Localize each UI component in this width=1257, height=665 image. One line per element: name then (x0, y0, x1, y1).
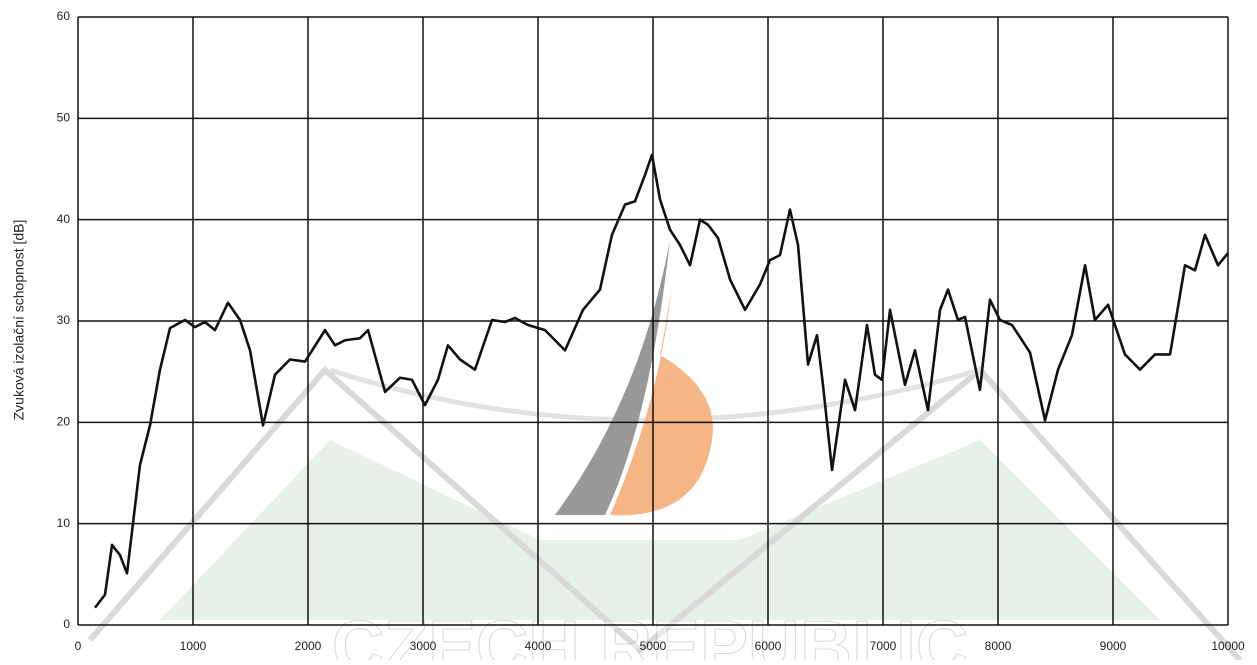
data-line (93, 153, 1230, 609)
x-tick-label: 10000 (1211, 639, 1245, 653)
y-tick-label: 40 (57, 212, 71, 226)
x-tick-label: 4000 (525, 639, 552, 653)
x-tick-label: 5000 (640, 639, 667, 653)
x-tick-label: 7000 (870, 639, 897, 653)
x-tick-label: 2000 (295, 639, 322, 653)
x-tick-label: 3000 (410, 639, 437, 653)
y-tick-label: 0 (63, 617, 70, 631)
y-tick-label: 50 (57, 111, 71, 125)
y-tick-label: 60 (57, 9, 71, 23)
x-tick-label: 6000 (755, 639, 782, 653)
watermark (87, 240, 1243, 663)
x-tick-label: 9000 (1100, 639, 1127, 653)
y-tick-label: 20 (57, 415, 71, 429)
y-tick-label: 30 (57, 313, 71, 327)
x-tick-label: 1000 (180, 639, 207, 653)
watermark-text: CZECH REPUBLIC (332, 607, 968, 660)
y-tick-label: 10 (57, 516, 71, 530)
y-axis-title: Zvuková izolační schopnost [dB] (11, 220, 27, 421)
x-tick-label: 0 (75, 639, 82, 653)
x-tick-label: 8000 (985, 639, 1012, 653)
